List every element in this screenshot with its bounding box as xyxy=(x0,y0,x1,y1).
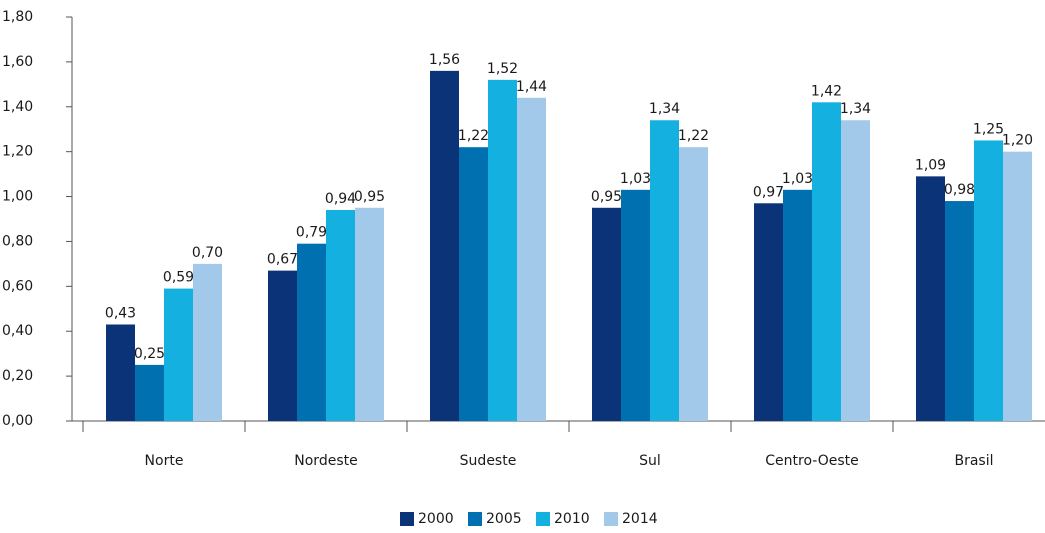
bar xyxy=(783,189,812,421)
data-label: 0,59 xyxy=(163,270,194,286)
bar xyxy=(517,97,546,422)
data-label: 1,20 xyxy=(1002,133,1033,149)
bar xyxy=(430,70,459,421)
data-label: 1,03 xyxy=(620,171,651,187)
y-tick-label: 0,00 xyxy=(2,413,33,429)
bar xyxy=(974,140,1003,421)
bar xyxy=(106,324,135,421)
y-tick-label: 0,40 xyxy=(2,323,33,339)
data-label: 1,42 xyxy=(811,83,842,99)
data-label: 0,70 xyxy=(192,245,223,261)
data-label: 1,52 xyxy=(487,61,518,77)
data-label: 1,25 xyxy=(973,121,1004,137)
data-label: 0,95 xyxy=(591,189,622,205)
data-label: 0,97 xyxy=(753,184,784,200)
bar xyxy=(916,176,945,421)
y-tick-label: 1,20 xyxy=(2,144,33,160)
x-tick-label: Brasil xyxy=(954,453,993,469)
data-label: 1,44 xyxy=(516,79,547,95)
data-label: 1,34 xyxy=(840,101,871,117)
bar xyxy=(297,243,326,421)
data-label: 0,67 xyxy=(267,252,298,268)
data-label: 1,22 xyxy=(458,128,489,144)
bar xyxy=(754,203,783,421)
y-tick-label: 1,80 xyxy=(2,9,33,25)
data-label: 0,98 xyxy=(944,182,975,198)
bar xyxy=(268,270,297,421)
x-tick-label: Norte xyxy=(145,453,184,469)
data-label: 0,95 xyxy=(354,189,385,205)
data-label: 1,09 xyxy=(915,157,946,173)
y-tick-label: 1,00 xyxy=(2,189,33,205)
bar xyxy=(812,102,841,422)
legend-swatch xyxy=(400,512,414,526)
data-label: 0,79 xyxy=(296,225,327,241)
bar xyxy=(592,207,621,421)
bar xyxy=(488,79,517,421)
bar xyxy=(355,207,384,421)
data-label: 0,94 xyxy=(325,191,356,207)
bar xyxy=(193,263,222,421)
legend-label: 2000 xyxy=(418,511,454,527)
x-tick-label: Sudeste xyxy=(460,453,517,469)
x-tick-label: Nordeste xyxy=(294,453,357,469)
bar xyxy=(326,210,355,421)
legend-label: 2010 xyxy=(554,511,590,527)
x-tick-label: Sul xyxy=(639,453,661,469)
bar xyxy=(679,147,708,421)
data-label: 1,56 xyxy=(429,52,460,68)
legend-swatch xyxy=(536,512,550,526)
y-tick-label: 0,80 xyxy=(2,233,33,249)
legend-swatch xyxy=(604,512,618,526)
bar xyxy=(841,120,870,421)
bar xyxy=(945,201,974,421)
legend-swatch xyxy=(468,512,482,526)
data-label: 1,34 xyxy=(649,101,680,117)
bar xyxy=(650,120,679,421)
data-label: 1,22 xyxy=(678,128,709,144)
legend-label: 2014 xyxy=(622,511,658,527)
y-tick-label: 1,60 xyxy=(2,54,33,70)
bar xyxy=(164,288,193,421)
data-label: 0,43 xyxy=(105,305,136,321)
bar xyxy=(1003,151,1032,421)
y-tick-label: 0,20 xyxy=(2,368,33,384)
legend-label: 2005 xyxy=(486,511,522,527)
bar xyxy=(621,189,650,421)
data-label: 0,25 xyxy=(134,346,165,362)
bar xyxy=(135,364,164,421)
data-label: 1,03 xyxy=(782,171,813,187)
y-tick-label: 0,60 xyxy=(2,278,33,294)
bar xyxy=(459,147,488,421)
y-tick-label: 1,40 xyxy=(2,99,33,115)
x-tick-label: Centro-Oeste xyxy=(765,453,859,469)
